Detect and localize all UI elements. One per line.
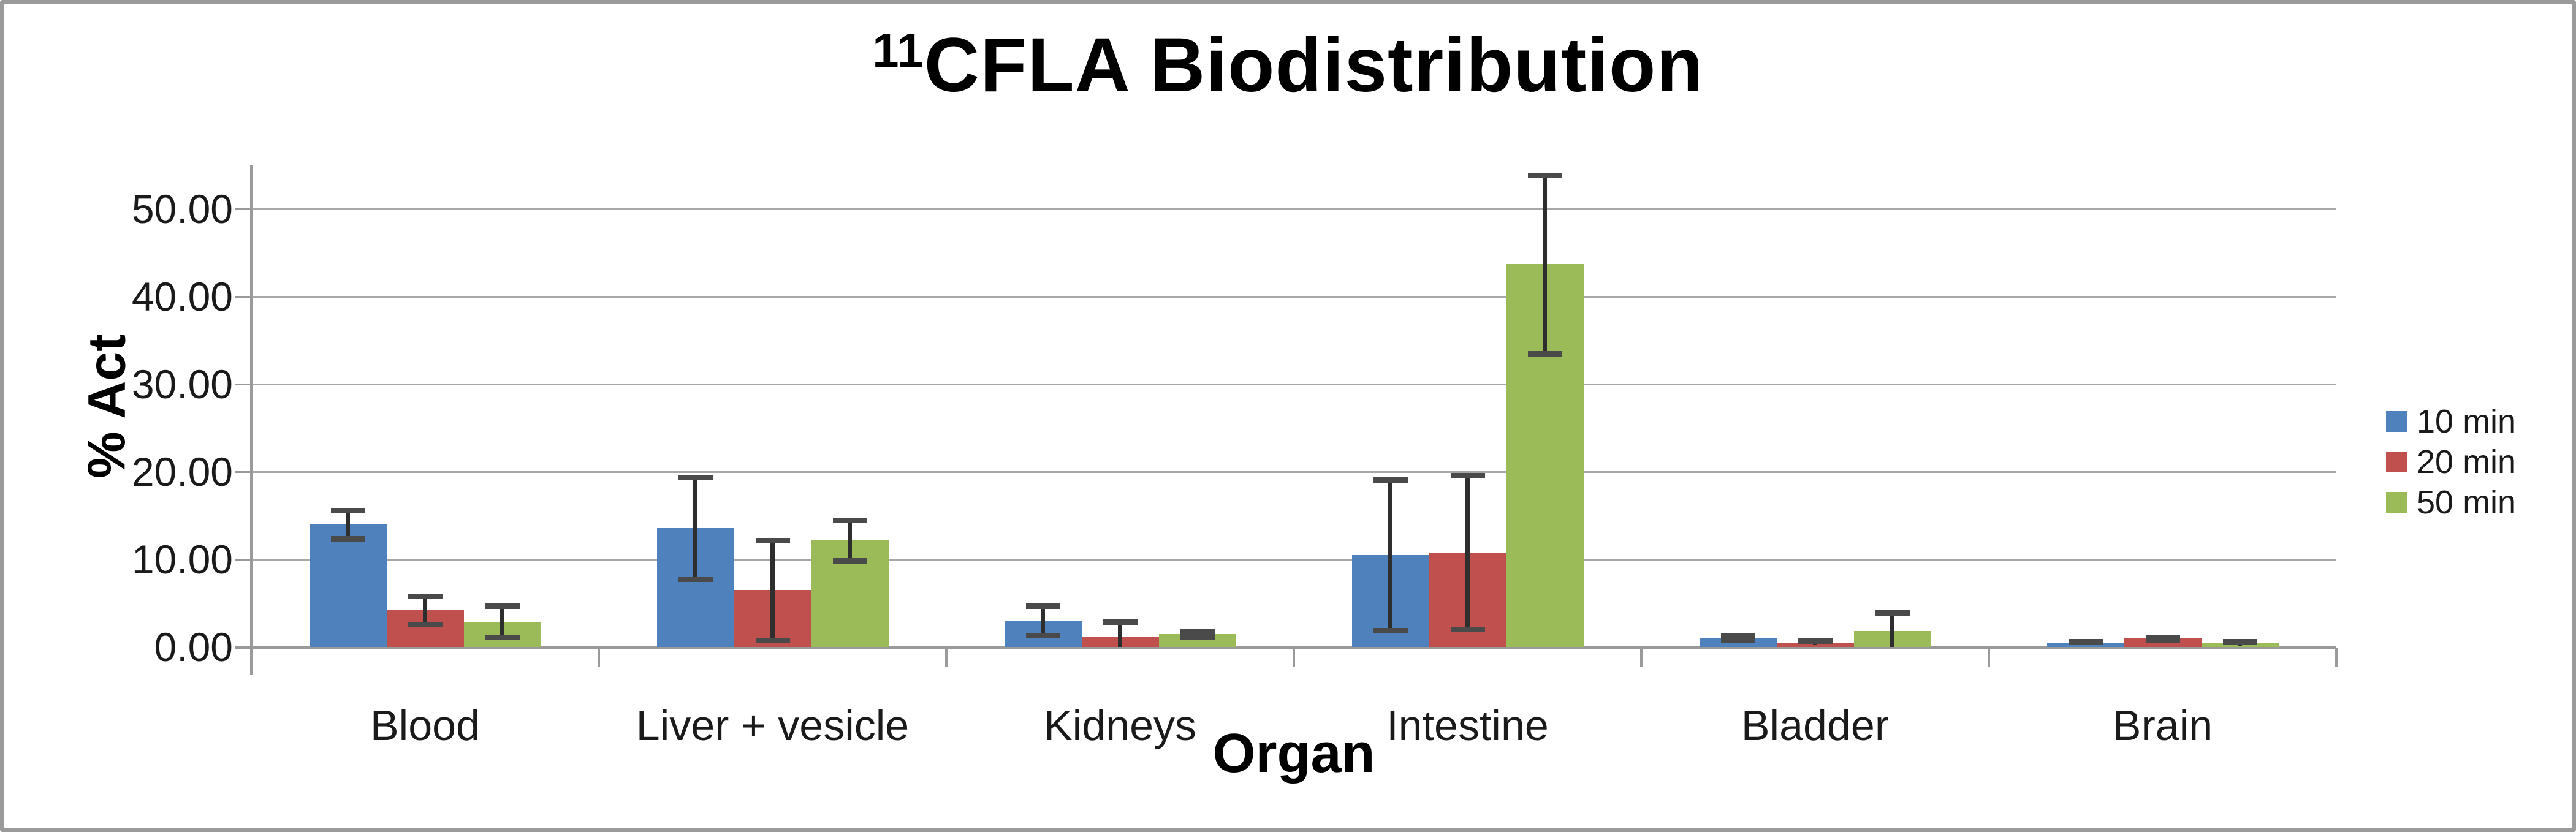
category-label: Kidneys <box>1043 702 1197 749</box>
legend-swatch-icon <box>2386 411 2407 432</box>
error-bar-cap-top <box>1875 610 1910 616</box>
error-bar-cap-bottom <box>1720 638 1755 644</box>
legend-item: 10 min <box>2386 401 2516 442</box>
y-tick-label: 30.00 <box>131 361 233 407</box>
y-tick-label: 10.00 <box>131 537 233 583</box>
x-axis-tick <box>598 648 600 667</box>
error-bar-cap-bottom <box>1180 633 1215 640</box>
error-bar-cap-bottom <box>1373 627 1408 633</box>
x-axis-line <box>235 645 2336 649</box>
error-bar-line <box>848 520 852 561</box>
error-bar-line <box>346 510 350 539</box>
error-bar-cap-top <box>485 603 520 609</box>
y-gridline <box>251 295 2336 298</box>
y-tick-label: 40.00 <box>131 274 233 320</box>
error-bar-line <box>1543 175 1547 354</box>
error-bar-cap-bottom <box>755 637 790 643</box>
bar-10min-brain <box>2046 643 2124 647</box>
error-bar-cap-bottom <box>832 558 867 564</box>
error-bar-cap-bottom <box>1527 351 1562 357</box>
y-axis-tick <box>235 295 251 298</box>
x-axis-tick <box>1640 648 1643 667</box>
error-bar-cap-top <box>1025 603 1060 609</box>
error-bar-line <box>1388 480 1392 630</box>
chart-title: 11CFLA Biodistribution <box>4 21 2572 109</box>
legend-label: 20 min <box>2417 444 2517 480</box>
y-gridline <box>251 208 2336 210</box>
category-label: Intestine <box>1386 702 1549 749</box>
legend-swatch-icon <box>2386 452 2407 472</box>
error-bar-line <box>770 540 775 640</box>
category-label: Blood <box>370 702 481 749</box>
error-bar-line <box>693 477 697 579</box>
plot-area: 0.00 10.00 20.00 30.00 40.00 50.00 Blood Liver … <box>4 4 2572 828</box>
category-label: Brain <box>2112 702 2213 749</box>
chart-title-superscript: 11 <box>872 23 924 77</box>
error-bar-cap-top <box>1798 638 1833 644</box>
y-tick-label: 50.00 <box>131 186 233 232</box>
category-label: Bladder <box>1741 702 1890 749</box>
x-axis-tick <box>945 648 948 667</box>
error-bar-cap-bottom <box>1025 633 1060 639</box>
x-axis-tick <box>1988 648 1990 667</box>
error-bar-cap-top <box>678 474 713 480</box>
chart-title-text: CFLA Biodistribution <box>924 23 1704 108</box>
error-bar-cap-top <box>2222 638 2257 645</box>
category-label: Liver + vesicle <box>636 702 910 749</box>
error-bar-cap-top <box>2068 639 2103 645</box>
y-axis-line <box>250 165 253 675</box>
error-bar-cap-top <box>832 517 867 523</box>
legend-item: 50 min <box>2386 482 2516 523</box>
error-bar-cap-top <box>1527 172 1562 178</box>
error-bar-cap-bottom <box>1450 627 1485 633</box>
error-bar-cap-bottom <box>678 576 713 582</box>
error-bar-cap-bottom <box>330 535 365 542</box>
error-bar-cap-top <box>1103 619 1138 625</box>
y-tick-label: 20.00 <box>131 449 233 495</box>
y-tick-label: 0.00 <box>154 624 233 670</box>
error-bar-cap-top <box>755 537 790 543</box>
error-bar-line <box>1041 605 1045 636</box>
error-bar-cap-bottom <box>408 621 443 627</box>
y-axis-tick <box>235 471 251 473</box>
error-bar-cap-top <box>1450 472 1485 478</box>
y-gridline <box>251 383 2336 385</box>
legend-item: 20 min <box>2386 442 2516 482</box>
legend-label: 50 min <box>2417 484 2517 521</box>
x-axis-tick <box>1293 648 1295 667</box>
legend-label: 10 min <box>2417 403 2517 440</box>
error-bar-cap-bottom <box>2145 638 2180 644</box>
error-bar-cap-top <box>2145 634 2180 640</box>
error-bar-cap-top <box>1373 477 1408 483</box>
error-bar-line <box>1465 475 1470 630</box>
x-axis-tick <box>2335 648 2338 667</box>
error-bar-line <box>500 605 504 638</box>
y-axis-tick <box>235 208 251 210</box>
error-bar-cap-top <box>330 508 365 514</box>
error-bar-line <box>1118 621 1122 647</box>
y-axis-tick <box>235 383 251 385</box>
error-bar-cap-top <box>1720 633 1755 640</box>
y-gridline <box>251 471 2336 473</box>
y-axis-tick <box>235 558 251 561</box>
x-axis-title: Organ <box>1212 723 1375 784</box>
error-bar-line <box>1890 613 1894 647</box>
error-bar-line <box>423 596 427 624</box>
legend-swatch-icon <box>2386 492 2407 513</box>
error-bar-cap-top <box>408 594 443 600</box>
bar-50min-kidneys <box>1158 633 1236 647</box>
bar-10min-blood <box>309 524 387 647</box>
error-bar-cap-bottom <box>485 635 520 641</box>
y-gridline <box>251 558 2336 561</box>
error-bar-cap-top <box>1180 629 1215 635</box>
legend: 10 min 20 min 50 min <box>2386 401 2516 523</box>
